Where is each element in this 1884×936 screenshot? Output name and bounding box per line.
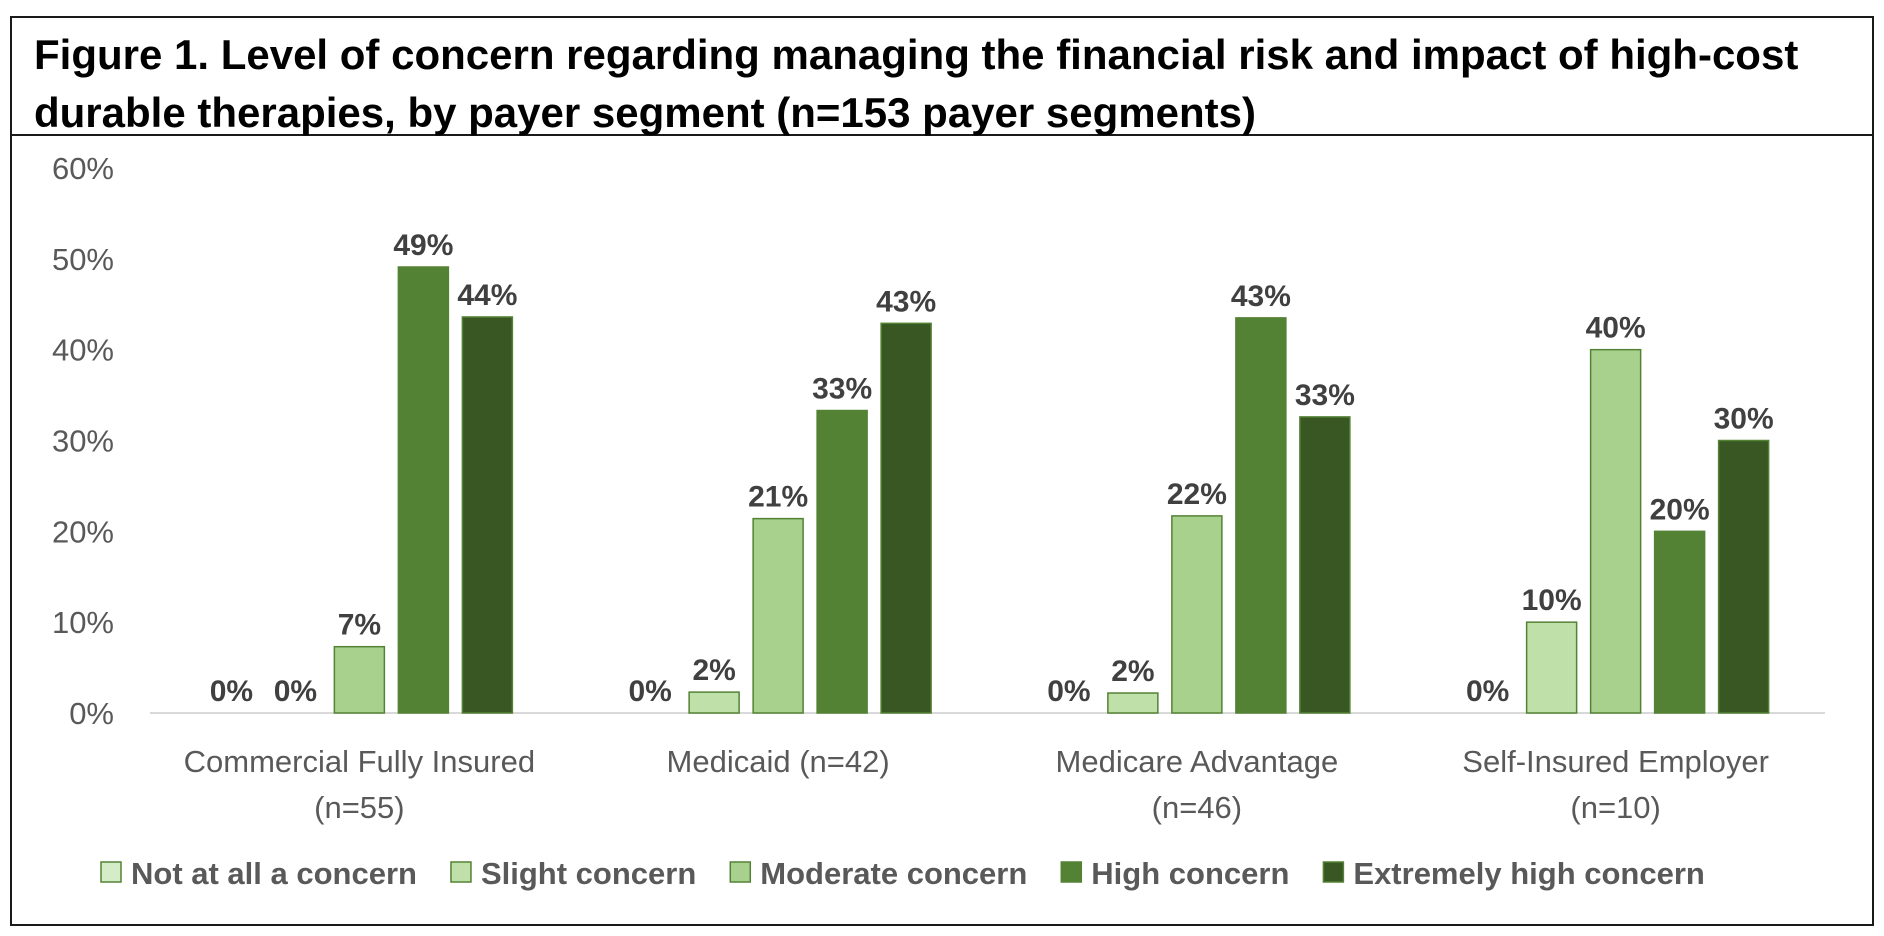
y-tick-label: 20% (52, 514, 114, 549)
data-label: 0% (210, 675, 253, 708)
bar (333, 645, 386, 714)
data-label: 10% (1522, 584, 1582, 617)
bar (1653, 530, 1706, 714)
bar (1107, 692, 1159, 714)
bar (1589, 348, 1642, 714)
bar (880, 322, 932, 714)
x-category-label: (n=55) (314, 790, 404, 825)
data-label: 44% (457, 279, 517, 312)
bar (397, 266, 450, 714)
figure-frame: Figure 1. Level of concern regarding man… (10, 16, 1874, 926)
legend-swatch (450, 861, 472, 883)
data-label: 0% (1466, 675, 1509, 708)
legend-label: High concern (1091, 856, 1289, 891)
figure-title-line-2: durable therapies, by payer segment (n=1… (34, 89, 1256, 136)
y-tick-label: 40% (52, 333, 114, 368)
x-category-label: Commercial Fully Insured (184, 744, 535, 779)
y-tick-label: 0% (69, 696, 114, 731)
bar (461, 316, 514, 714)
legend-label: Moderate concern (760, 856, 1027, 891)
data-label: 22% (1167, 478, 1227, 511)
data-label: 0% (628, 675, 671, 708)
data-label: 2% (692, 654, 735, 687)
figure-title-line-1: Figure 1. Level of concern regarding man… (34, 31, 1799, 78)
data-label: 21% (748, 481, 808, 514)
legend-swatch (1322, 861, 1345, 883)
legend-swatch (1060, 861, 1083, 883)
legend-label: Slight concern (481, 856, 696, 891)
data-label: 0% (1047, 675, 1090, 708)
data-label: 7% (338, 609, 381, 642)
legend-swatch (100, 861, 122, 883)
x-category-label: Medicare Advantage (1056, 744, 1339, 779)
data-label: 49% (393, 229, 453, 262)
data-label: 40% (1586, 312, 1646, 345)
y-tick-label: 30% (52, 424, 114, 459)
data-label: 33% (812, 373, 872, 406)
bar (1171, 515, 1223, 714)
title-box: Figure 1. Level of concern regarding man… (12, 18, 1872, 136)
bar (1235, 317, 1287, 714)
data-label: 2% (1111, 655, 1154, 688)
bar (816, 409, 868, 714)
data-label: 43% (876, 285, 936, 318)
y-tick-label: 50% (52, 242, 114, 277)
bar (752, 517, 804, 714)
bar (1525, 621, 1578, 714)
legend-label: Not at all a concern (131, 856, 417, 891)
x-category-label: Medicaid (n=42) (667, 744, 890, 779)
data-label: 30% (1714, 403, 1774, 436)
legend-label: Extremely high concern (1353, 856, 1704, 891)
x-category-label: (n=10) (1570, 790, 1660, 825)
x-category-label: (n=46) (1152, 790, 1242, 825)
bar (1717, 439, 1770, 714)
data-label: 20% (1650, 493, 1710, 526)
data-label: 0% (274, 675, 317, 708)
bar (688, 691, 740, 714)
data-label: 43% (1231, 280, 1291, 313)
data-label: 33% (1295, 379, 1355, 412)
bar (1299, 416, 1351, 714)
y-tick-label: 60% (52, 151, 114, 186)
x-category-label: Self-Insured Employer (1462, 744, 1769, 779)
legend-swatch (729, 861, 752, 883)
y-tick-label: 10% (52, 605, 114, 640)
